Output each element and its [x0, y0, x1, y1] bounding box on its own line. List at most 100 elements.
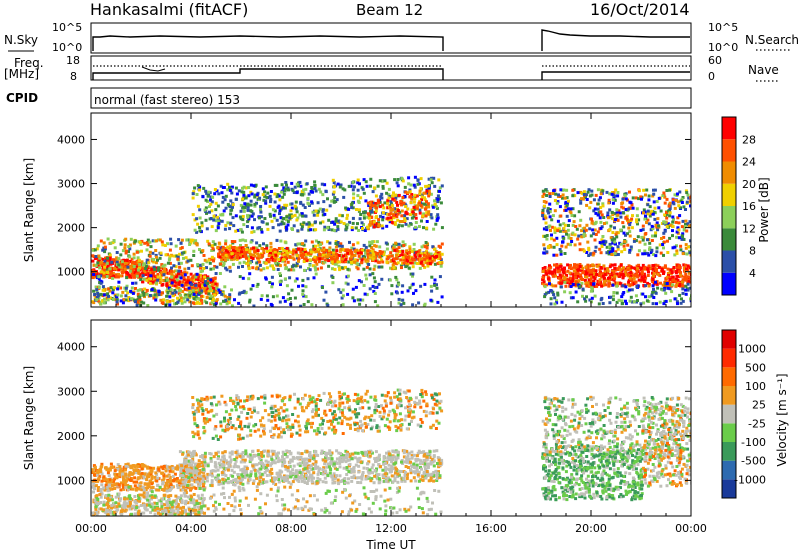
power-cell	[600, 225, 604, 229]
power-cell	[221, 200, 225, 204]
power-cell	[376, 260, 380, 264]
power-cell	[224, 266, 228, 270]
power-cell	[635, 214, 639, 218]
power-cell	[611, 283, 615, 287]
velocity-cell	[99, 465, 103, 469]
power-cell	[339, 248, 343, 251]
power-cell	[251, 212, 255, 216]
power-cell	[185, 271, 189, 275]
power-cell	[167, 286, 171, 290]
power-cell	[613, 240, 617, 244]
power-colorbar-frame	[721, 116, 737, 296]
power-cell	[297, 257, 301, 261]
power-cell	[588, 273, 592, 277]
power-cell	[587, 246, 591, 250]
power-cell	[599, 226, 603, 230]
power-cell	[679, 248, 683, 252]
power-cell	[299, 200, 303, 204]
velocity-cell	[103, 477, 107, 481]
power-cell	[624, 269, 628, 273]
velocity-cell	[108, 478, 112, 482]
velocity-cell	[150, 477, 154, 481]
power-cell	[677, 264, 681, 268]
power-cell	[103, 265, 107, 269]
power-cell	[290, 206, 294, 210]
power-cell	[123, 261, 127, 265]
power-cell	[362, 243, 366, 247]
power-cell	[596, 188, 600, 192]
power-cell	[628, 250, 632, 254]
power-cell	[548, 266, 552, 270]
power-cell	[669, 281, 673, 285]
power-cell	[286, 220, 290, 224]
power-cell	[333, 222, 337, 226]
power-cell	[548, 192, 552, 196]
power-cell	[620, 299, 624, 303]
power-cell	[247, 217, 251, 221]
power-cell	[295, 182, 299, 186]
power-cell	[364, 251, 368, 255]
power-cell	[430, 275, 434, 279]
power-cell	[210, 255, 214, 259]
power-cell	[627, 280, 631, 284]
power-cell	[396, 225, 400, 229]
power-cell	[295, 210, 299, 214]
power-cell	[674, 277, 678, 281]
power-cell	[210, 225, 214, 229]
power-cell	[397, 301, 401, 305]
power-cell	[610, 270, 614, 274]
power-cell	[585, 251, 589, 254]
power-cell	[324, 249, 328, 252]
power-cell	[124, 298, 128, 302]
power-cell	[565, 196, 569, 200]
power-cell	[156, 268, 160, 272]
power-cell	[596, 230, 600, 234]
power-cell	[561, 240, 565, 244]
power-cell	[224, 206, 228, 210]
power-cell	[566, 199, 570, 203]
power-cell	[212, 303, 216, 307]
power-cell	[168, 256, 172, 260]
power-cell	[356, 188, 360, 192]
power-cell	[440, 226, 444, 230]
power-cell	[257, 258, 261, 262]
power-cell	[224, 247, 227, 250]
power-cell	[337, 288, 341, 292]
power-cell	[410, 249, 414, 253]
power-cell	[216, 246, 220, 250]
power-cell	[191, 301, 195, 305]
power-cell	[321, 220, 325, 224]
power-cell	[615, 208, 619, 212]
velocity-cell	[120, 473, 124, 477]
power-cell	[422, 253, 426, 257]
power-cell	[136, 292, 140, 296]
power-cell	[675, 266, 679, 270]
date-title: 16/Oct/2014	[590, 0, 690, 19]
velocity-cell	[126, 475, 130, 479]
power-cell	[274, 261, 278, 265]
power-cell	[168, 279, 172, 283]
power-cell	[277, 247, 281, 250]
power-cell	[380, 254, 384, 258]
power-cell	[434, 250, 438, 254]
power-cell	[101, 262, 105, 266]
power-cell	[246, 205, 250, 209]
power-cell	[415, 251, 419, 255]
power-cell	[120, 260, 124, 264]
power-cell	[627, 282, 631, 286]
velocity-cell	[137, 484, 141, 487]
power-cell	[307, 202, 311, 206]
power-cell	[651, 277, 655, 281]
power-cell	[399, 258, 403, 262]
power-cell	[556, 293, 560, 297]
power-cell	[391, 248, 395, 252]
power-cell	[603, 281, 606, 284]
power-cell	[361, 227, 364, 230]
power-cell	[629, 274, 633, 278]
nsky-right-tick-top: 10^5	[708, 21, 738, 34]
power-cell	[595, 284, 599, 288]
power-cell	[316, 267, 320, 271]
power-cell	[659, 209, 663, 213]
power-cell	[597, 211, 601, 215]
power-cell	[124, 288, 128, 292]
